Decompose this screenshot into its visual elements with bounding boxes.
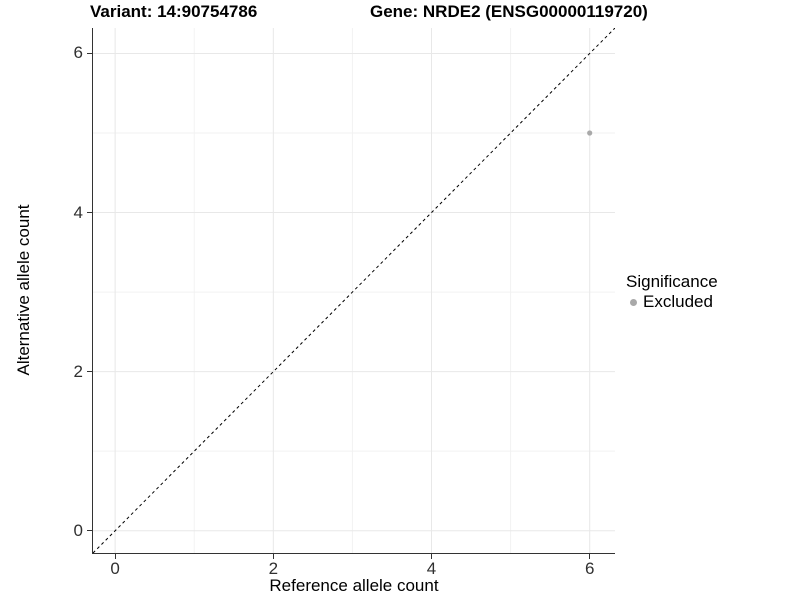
- plot-title-variant: Variant: 14:90754786: [90, 2, 258, 21]
- y-axis-tick: [87, 530, 92, 532]
- x-axis-title: Reference allele count: [269, 576, 439, 595]
- legend-entry: Excluded: [630, 292, 718, 312]
- y-axis-title: Alternative allele count: [14, 204, 33, 376]
- y-tick-label: 0: [73, 520, 83, 540]
- identity-line: [93, 28, 615, 553]
- x-tick-label: 0: [110, 559, 120, 578]
- x-tick-label: 2: [268, 559, 279, 578]
- plot-canvas: [93, 28, 615, 553]
- x-axis-tick: [114, 554, 116, 559]
- y-axis-tick: [87, 371, 92, 373]
- plot-panel: [92, 28, 615, 554]
- y-tick-label: 2: [73, 361, 83, 381]
- y-axis-tick: [87, 212, 92, 214]
- legend-key-dot: [630, 298, 637, 306]
- data-point: [587, 130, 593, 136]
- x-axis-tick: [431, 554, 432, 559]
- legend-title: Significance: [626, 272, 718, 291]
- legend-entry-label: Excluded: [643, 292, 713, 311]
- x-tick-label: 4: [426, 559, 437, 578]
- y-tick-label: 6: [73, 43, 83, 63]
- x-tick-label: 6: [584, 559, 595, 578]
- y-tick-label: 4: [73, 202, 83, 222]
- x-axis-tick: [589, 554, 591, 559]
- x-axis-tick: [272, 554, 274, 559]
- legend: Significance Excluded: [626, 271, 718, 312]
- plot-title-gene: Gene: NRDE2 (ENSG00000119720): [370, 2, 648, 21]
- y-axis-tick: [87, 52, 92, 54]
- legend-entries: Excluded: [626, 292, 718, 312]
